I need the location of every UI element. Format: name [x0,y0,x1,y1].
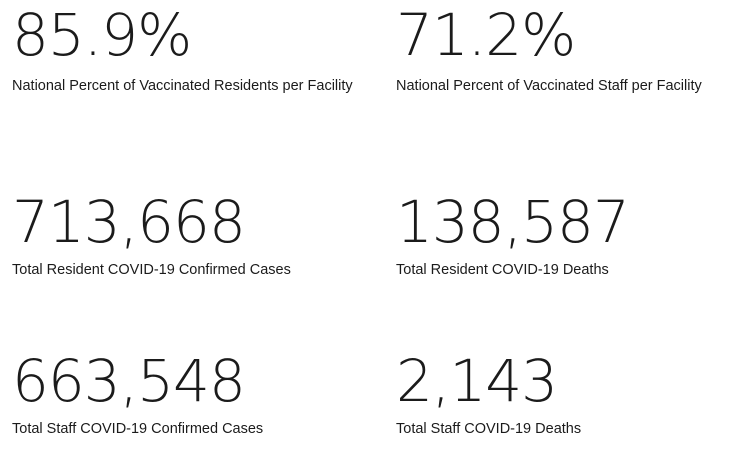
stat-label: Total Resident COVID-19 Confirmed Cases [12,262,291,278]
stat-value: 713,668 [12,188,246,256]
stat-staff-deaths: 2,143 Total Staff COVID-19 Deaths [396,352,752,443]
stat-staff-cases: 663,548 Total Staff COVID-19 Confirmed C… [12,352,372,443]
stat-resident-deaths: 138,587 Total Resident COVID-19 Deaths [396,193,752,284]
stat-label: National Percent of Vaccinated Staff per… [396,78,702,94]
stat-label: Total Resident COVID-19 Deaths [396,262,609,278]
stat-label: National Percent of Vaccinated Residents… [12,78,353,94]
stat-label: Total Staff COVID-19 Confirmed Cases [12,421,264,437]
stat-value: 663,548 [12,347,246,415]
stat-value: 71.2% [396,1,576,69]
stat-label: Total Staff COVID-19 Deaths [396,421,582,437]
stat-value: 85.9% [12,1,192,69]
stat-staff-vaccinated: 71.2% National Percent of Vaccinated Sta… [396,6,752,100]
stat-residents-vaccinated: 85.9% National Percent of Vaccinated Res… [12,6,372,100]
stat-value: 2,143 [396,347,558,415]
stat-resident-cases: 713,668 Total Resident COVID-19 Confirme… [12,193,372,284]
stat-value: 138,587 [396,188,630,256]
